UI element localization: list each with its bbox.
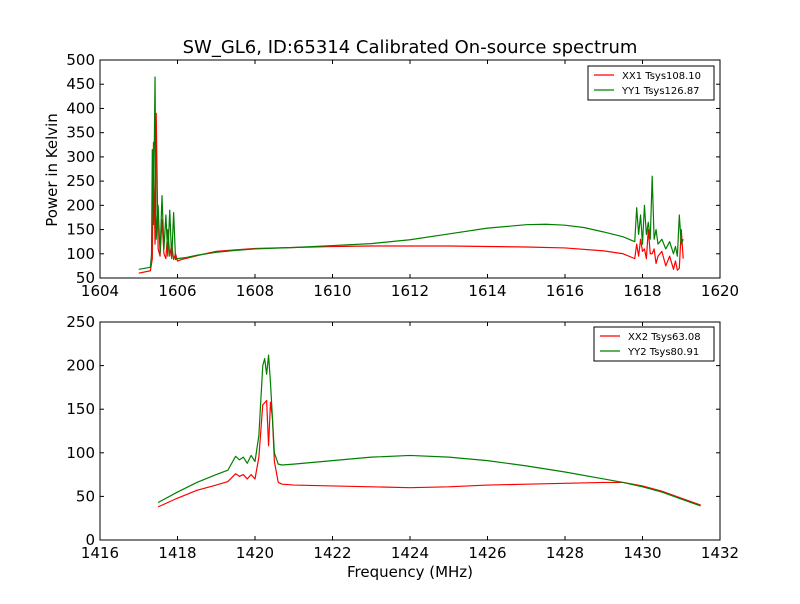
legend-label: YY2 Tsys80.91 (627, 347, 699, 358)
y-tick-label: 300 (66, 148, 95, 166)
x-tick-label: 1614 (468, 282, 506, 300)
y-tick-label: 200 (66, 196, 95, 214)
x-tick-label: 1608 (236, 282, 274, 300)
x-tick-label: 1424 (391, 544, 429, 562)
y-tick-label: 50 (76, 269, 95, 287)
x-tick-label: 1610 (313, 282, 351, 300)
legend: XX1 Tsys108.10 YY1 Tsys126.87 (587, 65, 715, 101)
y-tick-label: 150 (66, 221, 95, 239)
x-tick-label: 1616 (546, 282, 584, 300)
x-tick-label: 1618 (623, 282, 661, 300)
legend-box (587, 65, 715, 101)
top-spectrum-panel: 1604 1606 1608 1610 1612 1614 1616 1618 1620 50 10… (66, 51, 739, 300)
y-tick-label: 150 (66, 400, 95, 418)
x-tick-label: 1418 (158, 544, 196, 562)
legend-label: YY1 Tsys126.87 (621, 86, 700, 97)
x-axis-label: Frequency (MHz) (347, 563, 473, 581)
y-tick-label: 450 (66, 75, 95, 93)
legend-box (593, 326, 715, 362)
y-tick-label: 400 (66, 99, 95, 117)
series-line-2 (138, 76, 684, 270)
y-tick-label: 250 (66, 313, 95, 331)
x-tick-label: 1612 (391, 282, 429, 300)
y-tick-label: 100 (66, 245, 95, 263)
legend: XX2 Tsys63.08 YY2 Tsys80.91 (593, 326, 715, 362)
y-tick-label: 500 (66, 51, 95, 69)
x-tick-label: 1432 (701, 544, 739, 562)
x-tick-label: 1416 (81, 544, 119, 562)
series-line-2 (157, 354, 701, 507)
series-line-1 (138, 112, 684, 274)
x-tick-label: 1422 (313, 544, 351, 562)
bottom-spectrum-panel: 1416 1418 1420 1422 1424 1426 1428 1430 1432 0 50 1… (66, 313, 739, 562)
x-tick-label: 1620 (701, 282, 739, 300)
y-tick-label: 250 (66, 172, 95, 190)
y-tick-label: 200 (66, 357, 95, 375)
y-tick-label: 0 (85, 531, 95, 549)
x-tick-label: 1606 (158, 282, 196, 300)
x-tick-label: 1430 (623, 544, 661, 562)
x-tick-label: 1420 (236, 544, 274, 562)
x-tick-label: 1604 (81, 282, 119, 300)
y-tick-label: 100 (66, 444, 95, 462)
y-tick-label: 50 (76, 487, 95, 505)
legend-label: XX2 Tsys63.08 (628, 332, 701, 343)
x-tick-label: 1428 (546, 544, 584, 562)
x-tick-label: 1426 (468, 544, 506, 562)
chart-title: SW_GL6, ID:65314 Calibrated On-source sp… (183, 37, 638, 58)
y-axis-label: Power in Kelvin (43, 113, 61, 227)
legend-label: XX1 Tsys108.10 (622, 71, 701, 82)
y-tick-label: 350 (66, 124, 95, 142)
